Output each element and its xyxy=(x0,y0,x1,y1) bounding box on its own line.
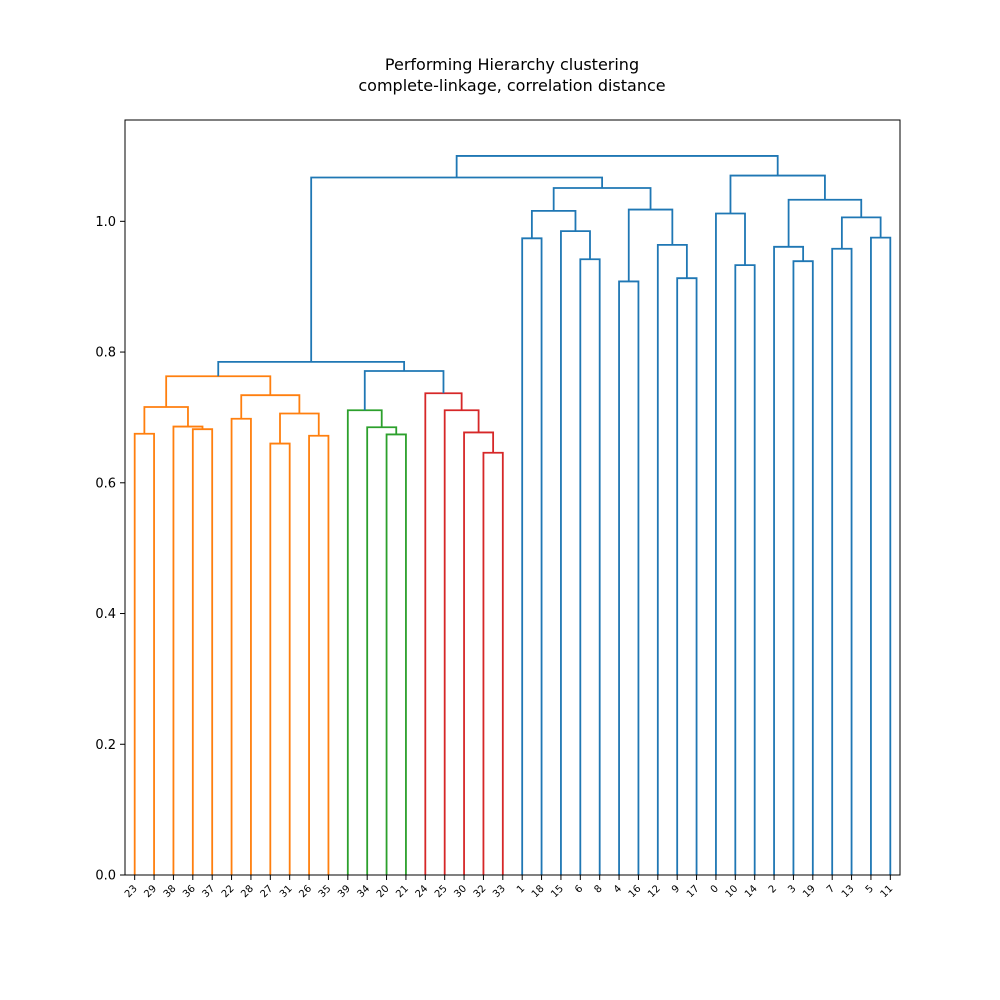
leaf-label: 36 xyxy=(181,883,198,900)
plot-frame xyxy=(124,119,901,876)
dendrogram-link-m1 xyxy=(133,432,155,875)
leaf-label: 18 xyxy=(530,883,547,900)
dendrogram-link-m32 xyxy=(792,260,814,875)
leaf-label: 13 xyxy=(840,883,857,900)
leaf-label: 14 xyxy=(743,883,760,900)
leaf-label: 11 xyxy=(879,883,896,900)
leaf-label: 28 xyxy=(239,883,256,900)
dendrogram-link-m23 xyxy=(530,209,577,239)
leaf-label: 29 xyxy=(142,883,159,900)
leaf-label: 3 xyxy=(786,883,798,895)
leaf-label: 5 xyxy=(864,883,876,895)
leaf-label: 8 xyxy=(593,883,605,895)
leaf-label: 1 xyxy=(515,883,527,895)
dendrogram-link-m29 xyxy=(310,176,604,362)
dendrogram-link-m24 xyxy=(618,280,640,875)
leaf-label: 27 xyxy=(259,883,276,900)
dendrogram-link-m39 xyxy=(455,155,779,178)
dendrogram-link-m13 xyxy=(346,409,383,875)
y-tick-label: 0.0 xyxy=(95,869,116,884)
leaf-label: 6 xyxy=(573,883,585,895)
leaf-label: 16 xyxy=(627,883,644,900)
dendrogram-link-m30 xyxy=(734,264,756,875)
leaf-label: 38 xyxy=(162,883,179,900)
leaf-label: 34 xyxy=(356,883,373,900)
dendrogram-link-m15 xyxy=(463,431,495,875)
y-tick-label: 0.4 xyxy=(95,607,116,622)
leaf-label: 23 xyxy=(123,883,140,900)
leaf-label: 26 xyxy=(297,883,314,900)
dendrogram-link-m11 xyxy=(385,433,407,875)
dendrogram-link-m26 xyxy=(656,243,688,875)
dendrogram-link-m7 xyxy=(308,434,330,875)
dendrogram-link-m8 xyxy=(279,412,320,444)
leaf-label: 39 xyxy=(336,883,353,900)
leaf-label: 31 xyxy=(278,883,295,900)
leaf-label: 25 xyxy=(433,883,450,900)
dendrogram-link-m36 xyxy=(840,216,882,249)
leaf-label: 4 xyxy=(612,883,624,895)
dendrogram-link-m17 xyxy=(424,392,463,875)
dendrogram-link-m21 xyxy=(579,258,601,875)
leaf-label: 12 xyxy=(646,883,663,900)
leaf-label: 7 xyxy=(825,883,837,895)
leaf-label: 15 xyxy=(549,883,566,900)
leaf-label: 22 xyxy=(220,883,237,900)
dendrogram-link-m6 xyxy=(269,442,291,875)
dendrogram-link-m34 xyxy=(831,247,853,875)
y-tick-label: 0.6 xyxy=(95,476,116,491)
leaf-label: 10 xyxy=(724,883,741,900)
dendrogram-link-m25 xyxy=(676,277,698,875)
dendrogram-link-m19 xyxy=(217,360,406,377)
leaf-label: 33 xyxy=(491,883,508,900)
chart-title-line-1: Performing Hierarchy clustering xyxy=(385,55,639,74)
dendrogram-link-m33 xyxy=(773,245,805,875)
y-tick-label: 0.2 xyxy=(95,738,116,753)
y-tick-label: 1.0 xyxy=(95,215,116,230)
leaf-label: 35 xyxy=(317,883,334,900)
dendrogram-link-m28 xyxy=(552,187,652,211)
dendrogram-link-m37 xyxy=(787,198,863,247)
dendrogram-link-m4 xyxy=(143,406,189,434)
leaf-label: 21 xyxy=(394,883,411,900)
dendrogram-link-m31 xyxy=(715,212,746,875)
x-axis: 23 29 38 36 37 22 28 27 31 26 35 39 34 20 21 24 25 30 32 33… xyxy=(123,875,895,900)
dendrogram-link-m20 xyxy=(521,237,543,875)
dendrogram-link-m2 xyxy=(191,428,214,875)
dendrogram-link-m12 xyxy=(366,426,398,875)
dendrogram-link-m10 xyxy=(165,375,272,407)
dendrogram-links xyxy=(133,155,892,875)
dendrogram-link-m22 xyxy=(560,230,591,875)
dendrogram-link-m5 xyxy=(230,417,252,875)
dendrogram-link-m3 xyxy=(172,425,204,875)
leaf-label: 19 xyxy=(801,883,818,900)
leaf-label: 20 xyxy=(375,883,392,900)
leaf-label: 37 xyxy=(201,883,218,900)
leaf-label: 30 xyxy=(452,883,469,900)
dendrogram-link-m35 xyxy=(870,236,892,875)
chart-title-line-2: complete-linkage, correlation distance xyxy=(358,76,665,95)
dendrogram-link-m14 xyxy=(482,451,504,875)
y-tick-label: 0.8 xyxy=(95,346,116,361)
dendrogram-link-m18 xyxy=(363,370,445,411)
y-axis: 0.0 0.2 0.4 0.6 0.8 1.0 xyxy=(95,215,125,884)
leaf-label: 17 xyxy=(685,883,702,900)
leaf-label: 9 xyxy=(670,883,682,895)
leaf-label: 2 xyxy=(767,883,779,895)
leaf-label: 0 xyxy=(709,883,721,895)
dendrogram-link-m38 xyxy=(729,174,826,214)
leaf-label: 32 xyxy=(472,883,489,900)
dendrogram-link-m9 xyxy=(240,394,301,419)
leaf-label: 24 xyxy=(414,883,431,900)
dendrogram-link-m16 xyxy=(443,409,480,875)
